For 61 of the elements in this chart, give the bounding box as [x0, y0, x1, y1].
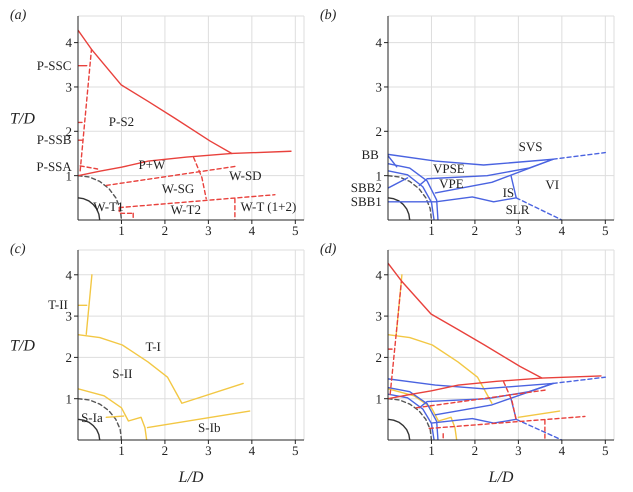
- x-tick-label: 3: [205, 443, 212, 458]
- annotation: P-S2: [108, 114, 134, 130]
- text: SBB1: [350, 194, 382, 209]
- text: P-SSC: [36, 58, 72, 73]
- x-axis-title: L/D: [178, 469, 204, 486]
- y-tick-label: 4: [66, 35, 72, 50]
- x-tick-label: 4: [248, 223, 256, 238]
- annotation: T-I: [145, 338, 161, 354]
- annotation: VPSE: [432, 161, 465, 176]
- annotation: W-T (1+2): [240, 198, 296, 214]
- y-tick-label: 2: [66, 350, 72, 366]
- annotation: S-II: [112, 366, 132, 382]
- y-tick-label: 1: [66, 391, 72, 406]
- chart-title: (c): [10, 242, 26, 258]
- x-tick-label: 4: [558, 443, 566, 458]
- chart-title: (b): [320, 8, 336, 24]
- x-tick-label: 5: [602, 223, 609, 238]
- x-tick-label: 5: [292, 223, 299, 238]
- x-tick-label: 4: [558, 223, 566, 238]
- annotation: P+W: [138, 156, 166, 172]
- x-tick-label: 5: [602, 443, 609, 458]
- annotation: IS: [502, 184, 514, 200]
- x-tick-label: 1: [428, 223, 435, 238]
- y-axis-title: T/D: [10, 338, 36, 355]
- text: T-II: [48, 297, 68, 312]
- annotation: VI: [545, 176, 560, 192]
- annotation: S-Ib: [198, 420, 220, 435]
- x-tick-label: 3: [515, 443, 522, 458]
- annotation: SLR: [506, 202, 530, 218]
- annotation: SVS: [518, 138, 542, 154]
- x-tick-label: 2: [162, 443, 168, 458]
- x-tick-label: 2: [472, 443, 478, 458]
- y-tick-label: 3: [66, 308, 72, 324]
- x-tick-label: 1: [428, 443, 435, 458]
- y-tick-label: 3: [376, 80, 382, 95]
- x-tick-label: 3: [205, 223, 212, 238]
- x-tick-label: 5: [292, 443, 299, 458]
- y-tick-label: 4: [376, 35, 382, 50]
- annotation: W-SG: [162, 180, 194, 196]
- x-tick-label: 2: [162, 223, 168, 238]
- x-tick-label: 1: [118, 443, 125, 458]
- y-tick-label: 3: [66, 80, 72, 95]
- x-axis-title: L/D: [488, 469, 514, 486]
- annotation: W-T2: [170, 202, 201, 218]
- y-tick-label: 1: [376, 391, 382, 406]
- y-tick-label: 2: [376, 124, 382, 139]
- annotation: W-SD: [229, 168, 262, 183]
- y-tick-label: 2: [376, 350, 382, 366]
- x-tick-label: 3: [515, 223, 522, 238]
- y-axis-title: T/D: [10, 110, 36, 128]
- y-tick-label: 4: [66, 267, 72, 282]
- text: BB: [362, 146, 379, 162]
- x-tick-label: 1: [118, 223, 125, 238]
- annotation: S-Ia: [81, 410, 103, 426]
- annotation: VPE: [439, 176, 464, 192]
- x-tick-label: 2: [472, 223, 478, 238]
- x-tick-label: 4: [248, 443, 256, 458]
- chart-title: (a): [10, 8, 26, 24]
- y-tick-label: 4: [376, 267, 382, 282]
- chart-title: (d): [320, 242, 336, 258]
- y-tick-label: 3: [376, 308, 382, 324]
